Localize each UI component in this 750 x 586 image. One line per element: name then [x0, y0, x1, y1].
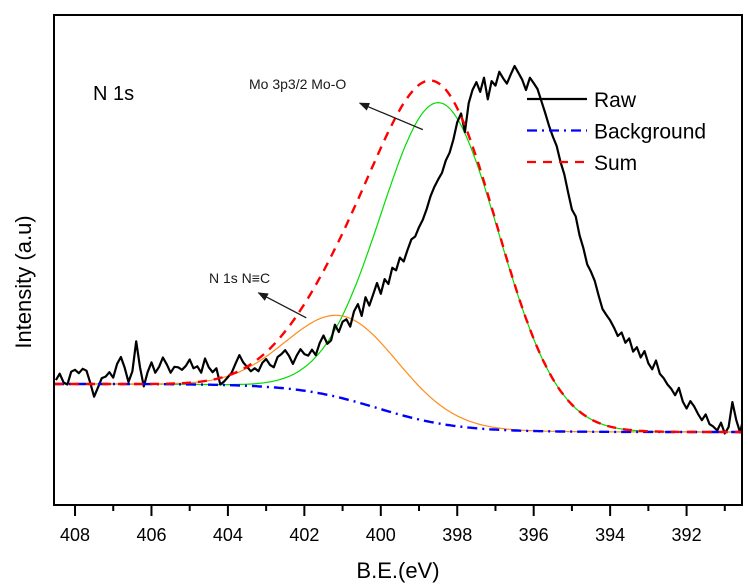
x-tick-label: 400: [366, 525, 396, 545]
legend-label: Raw: [594, 89, 637, 112]
plot-curves: [55, 64, 741, 435]
x-tick-label: 394: [595, 525, 625, 545]
x-axis-tick-labels: 408 406 404 402 400 398 396 394 392: [60, 525, 702, 545]
raw-curve: [55, 64, 741, 435]
y-axis-title: Intensity (a.u): [11, 215, 36, 348]
annotation-label: Mo 3p3/2 Mo-O: [249, 76, 346, 92]
sum-curve: [55, 79, 741, 434]
x-tick-label: 396: [519, 525, 549, 545]
legend-label: Sum: [594, 152, 637, 175]
legend-label: Background: [594, 121, 706, 144]
annotation-arrow: [358, 102, 424, 131]
annotations: Mo 3p3/2 Mo-O N 1s N≡C: [209, 76, 424, 319]
plot-frame: [53, 14, 743, 506]
legend: Raw Background Sum: [527, 89, 706, 175]
x-tick-label: 398: [442, 525, 472, 545]
x-axis-title: B.E.(eV): [356, 558, 439, 583]
panel-label: N 1s: [93, 83, 134, 105]
x-tick-label: 404: [213, 525, 243, 545]
x-tick-label: 402: [289, 525, 319, 545]
x-tick-label: 392: [672, 525, 702, 545]
x-axis-ticks: [74, 505, 726, 516]
component-n-1s-curve: [55, 314, 741, 433]
background-curve: [55, 382, 741, 434]
x-tick-label: 408: [60, 525, 90, 545]
annotation-arrow: [257, 292, 307, 319]
annotation-label: N 1s N≡C: [209, 270, 270, 286]
x-tick-label: 406: [136, 525, 166, 545]
